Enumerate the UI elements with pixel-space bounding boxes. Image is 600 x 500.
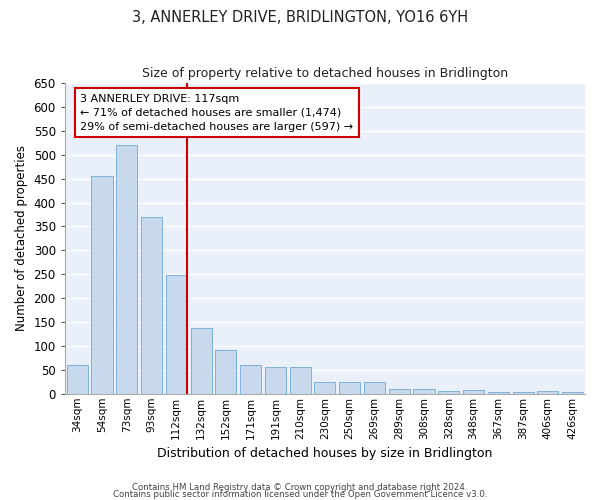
Bar: [488, 392, 509, 394]
Bar: [389, 388, 410, 394]
Bar: [265, 366, 286, 394]
Text: Contains public sector information licensed under the Open Government Licence v3: Contains public sector information licen…: [113, 490, 487, 499]
Text: Contains HM Land Registry data © Crown copyright and database right 2024.: Contains HM Land Registry data © Crown c…: [132, 484, 468, 492]
Bar: [413, 388, 434, 394]
Bar: [538, 392, 559, 394]
Bar: [463, 390, 484, 394]
Bar: [314, 382, 335, 394]
Bar: [91, 176, 113, 394]
Bar: [240, 365, 261, 394]
Bar: [438, 391, 459, 394]
Bar: [166, 275, 187, 394]
Text: 3 ANNERLEY DRIVE: 117sqm
← 71% of detached houses are smaller (1,474)
29% of sem: 3 ANNERLEY DRIVE: 117sqm ← 71% of detach…: [80, 94, 353, 132]
Bar: [67, 365, 88, 394]
Bar: [339, 382, 360, 394]
Text: 3, ANNERLEY DRIVE, BRIDLINGTON, YO16 6YH: 3, ANNERLEY DRIVE, BRIDLINGTON, YO16 6YH: [132, 10, 468, 25]
Bar: [562, 392, 583, 394]
Bar: [512, 392, 533, 394]
Bar: [141, 217, 162, 394]
Bar: [191, 328, 212, 394]
Bar: [290, 368, 311, 394]
Bar: [215, 350, 236, 394]
X-axis label: Distribution of detached houses by size in Bridlington: Distribution of detached houses by size …: [157, 447, 493, 460]
Bar: [116, 145, 137, 394]
Bar: [364, 382, 385, 394]
Title: Size of property relative to detached houses in Bridlington: Size of property relative to detached ho…: [142, 68, 508, 80]
Y-axis label: Number of detached properties: Number of detached properties: [15, 146, 28, 332]
